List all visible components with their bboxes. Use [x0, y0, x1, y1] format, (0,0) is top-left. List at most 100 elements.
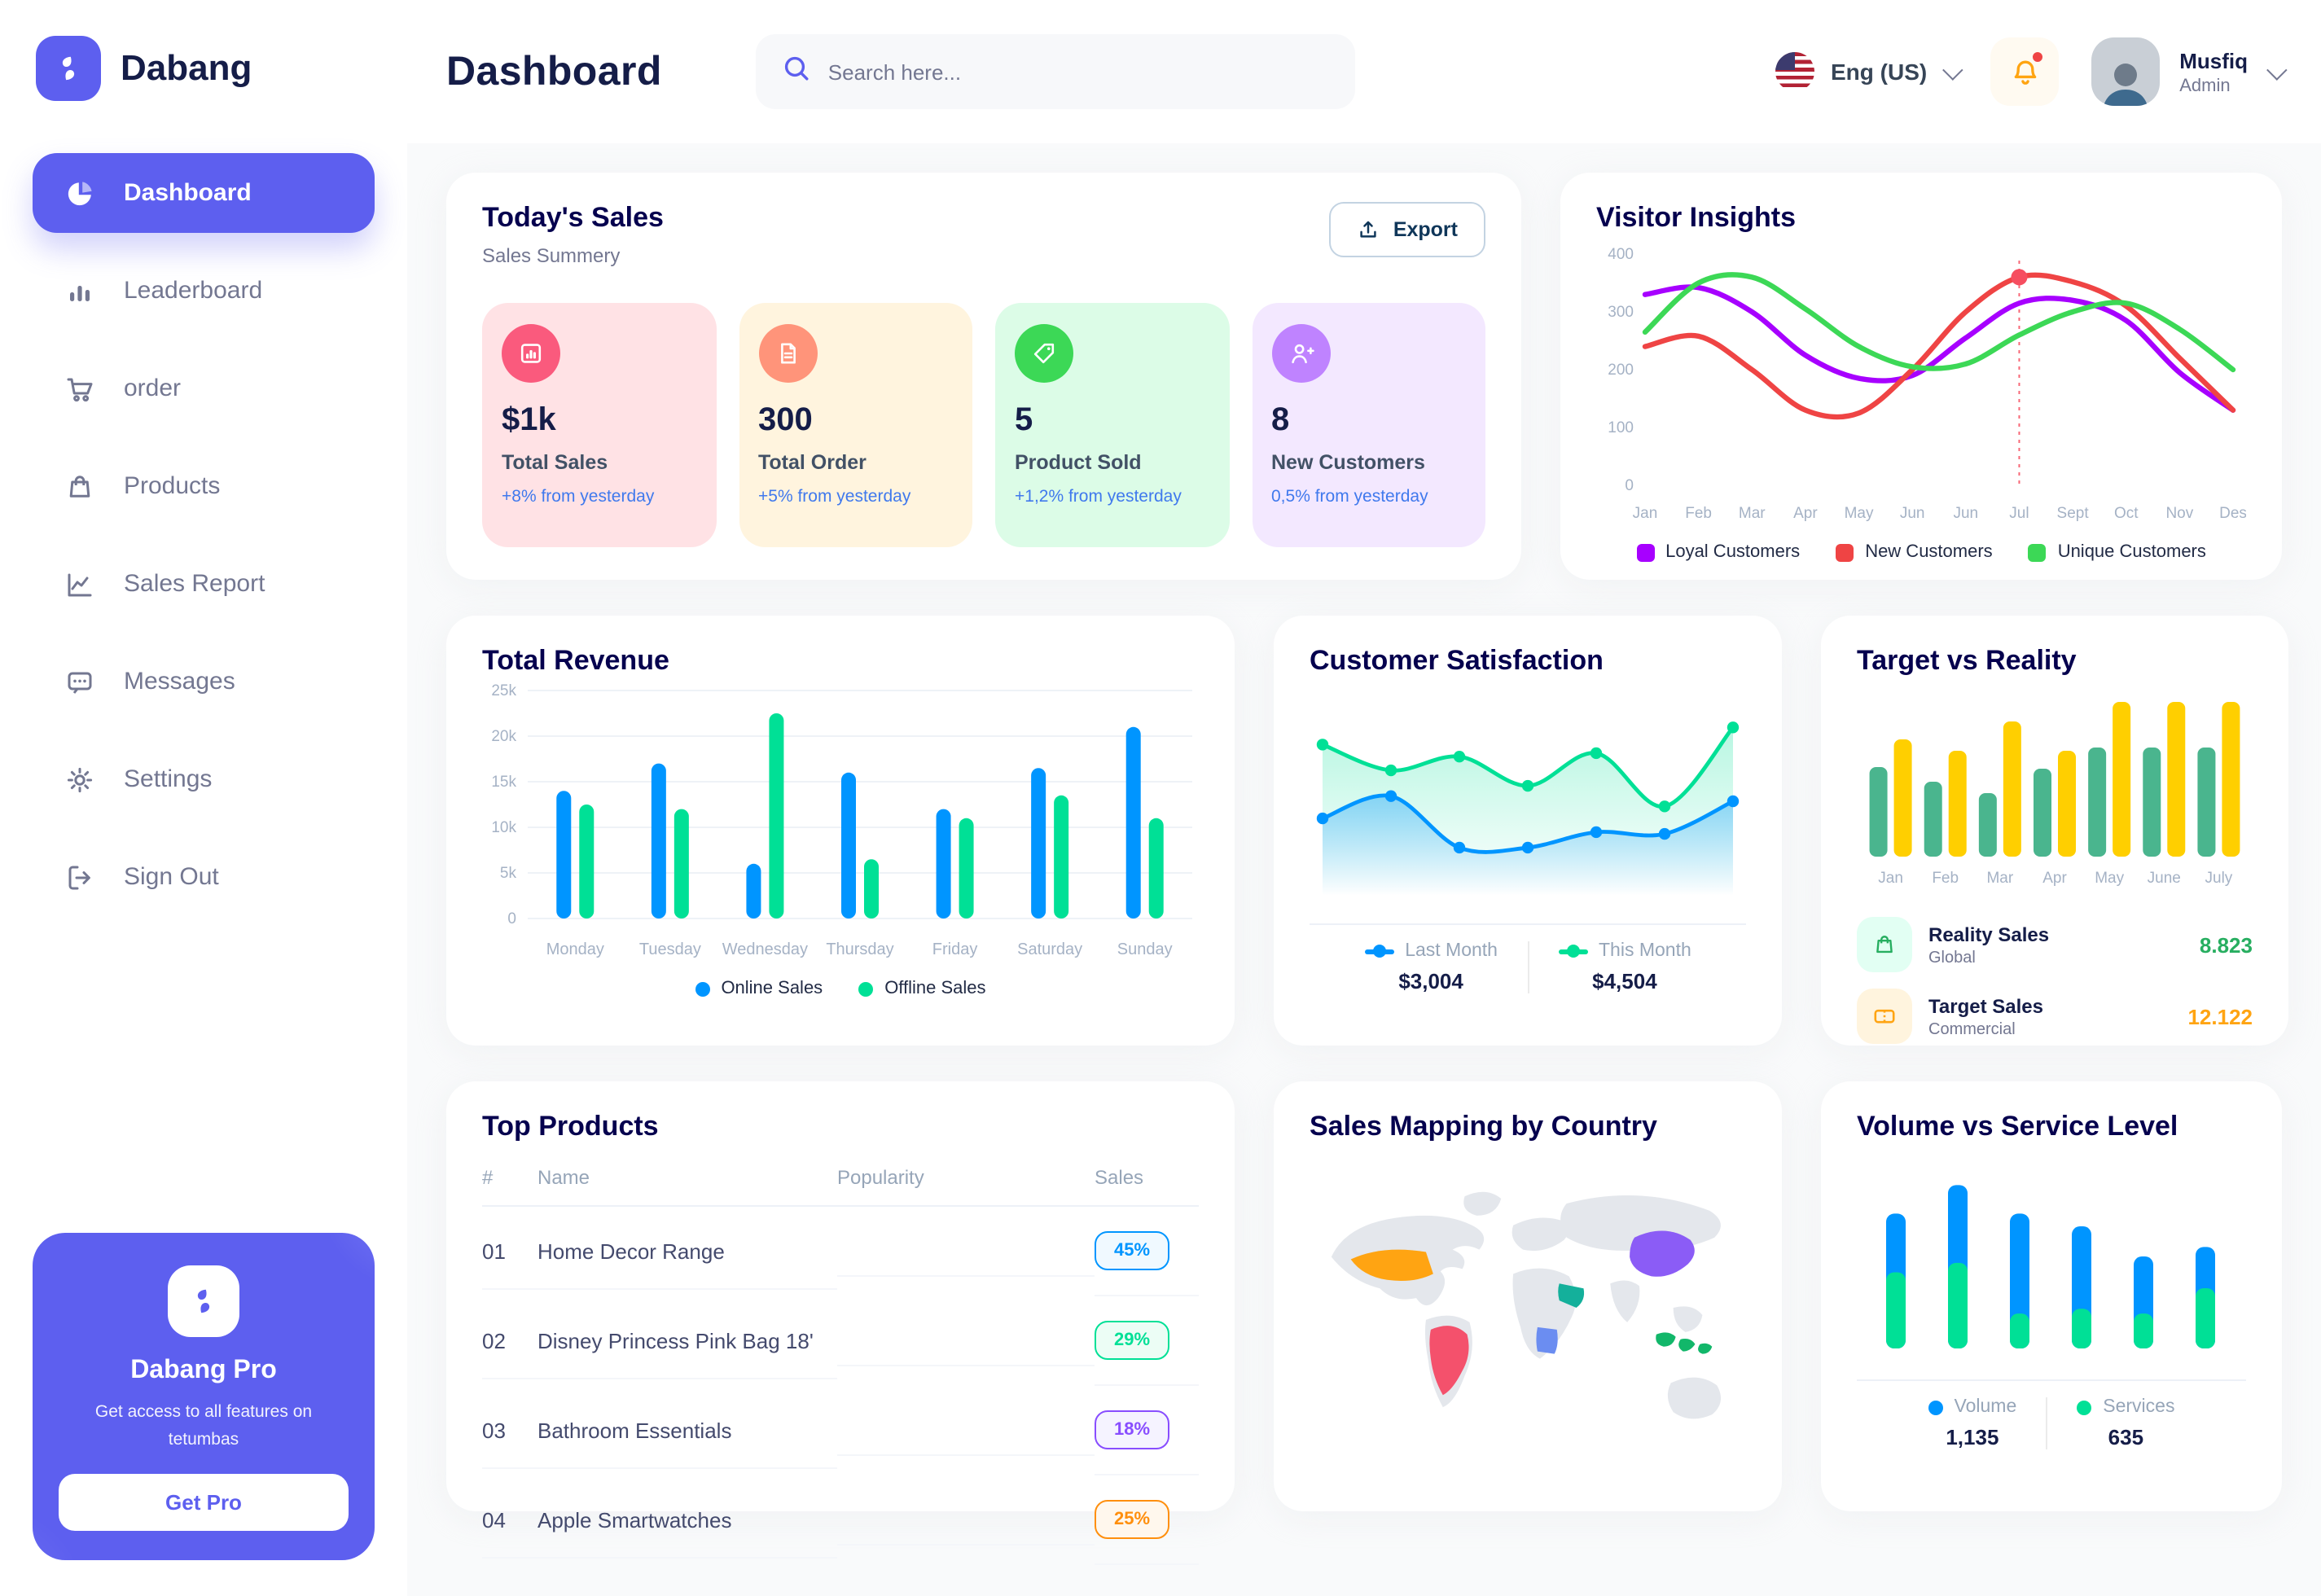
sidebar-item-sales-report[interactable]: Sales Report — [33, 544, 375, 624]
legend-item: Target Sales Commercial 12.122 — [1857, 989, 2253, 1044]
column-header: # — [482, 1143, 537, 1207]
svg-text:20k: 20k — [491, 728, 516, 745]
stat-card: 5 Product Sold +1,2% from yesterday — [995, 303, 1229, 547]
get-pro-button[interactable]: Get Pro — [59, 1474, 349, 1531]
sidebar-item-settings[interactable]: Settings — [33, 739, 375, 819]
stat-label: Total Order — [758, 451, 867, 474]
search-box — [756, 34, 1356, 109]
product-rank: 02 — [482, 1304, 537, 1379]
svg-text:25k: 25k — [491, 682, 516, 699]
sidebar-item-label: Dashboard — [124, 179, 252, 207]
svg-text:Wednesday: Wednesday — [722, 940, 808, 958]
svg-text:Feb: Feb — [1932, 870, 1959, 887]
country-china — [1630, 1230, 1695, 1277]
pro-logo-icon — [168, 1265, 239, 1338]
sales-mapping-title: Sales Mapping by Country — [1310, 1111, 1657, 1142]
visitor-insights-title: Visitor Insights — [1596, 202, 1796, 233]
svg-text:15k: 15k — [491, 774, 516, 791]
svg-text:0: 0 — [507, 910, 516, 927]
sidebar-item-messages[interactable]: Messages — [33, 642, 375, 721]
page-title: Dashboard — [446, 48, 662, 94]
total-revenue-chart: 0 5k 10k 15k 20k 25k Monday Tuesday Wednesday Thu… — [491, 682, 1192, 958]
sidebar-item-sign-out[interactable]: Sign Out — [33, 837, 375, 917]
stat-label: New Customers — [1271, 451, 1425, 474]
visitor-insights-card: Visitor Insights 0 100 200 300 400 Jan Feb Mar A… — [1560, 173, 2282, 580]
notifications-button[interactable] — [1990, 37, 2060, 106]
legend-item: Services 635 — [2046, 1397, 2204, 1449]
stat-card: 300 Total Order +5% from yesterday — [739, 303, 972, 547]
sidebar-item-icon — [62, 273, 98, 309]
stat-delta: +8% from yesterday — [502, 487, 655, 506]
sales-mapping-card: Sales Mapping by Country — [1274, 1081, 1782, 1511]
svg-text:200: 200 — [1608, 362, 1634, 379]
sidebar-item-dashboard[interactable]: Dashboard — [33, 153, 375, 233]
sidebar: Dabang Dashboard Leaderboard order Produ… — [0, 0, 407, 1596]
sidebar-item-label: Sign Out — [124, 863, 219, 891]
customer-satisfaction-legend: Last Month $3,004 This Month $4,504 — [1310, 941, 1746, 993]
legend-item: Volume 1,135 — [1899, 1397, 2047, 1449]
brand-name: Dabang — [121, 47, 252, 88]
column-header: Name — [537, 1143, 837, 1207]
legend-item: New Customers — [1836, 542, 1993, 562]
stat-card: $1k Total Sales +8% from yesterday — [482, 303, 716, 547]
svg-text:400: 400 — [1608, 246, 1634, 263]
user-role: Admin — [2179, 76, 2231, 95]
notification-badge — [2031, 50, 2045, 64]
user-name: Musfiq — [2179, 48, 2248, 72]
pro-title: Dabang Pro — [130, 1357, 277, 1385]
sidebar-item-order[interactable]: order — [33, 349, 375, 428]
svg-text:Jun: Jun — [1900, 505, 1925, 522]
sidebar-item-leaderboard[interactable]: Leaderboard — [33, 251, 375, 331]
export-button[interactable]: Export — [1329, 202, 1485, 257]
main-area: Dashboard Eng (US) — [407, 0, 2321, 1596]
sidebar-item-icon — [62, 175, 98, 211]
search-input[interactable] — [827, 59, 1330, 84]
sidebar-item-icon — [62, 370, 98, 406]
stat-label: Total Sales — [502, 451, 608, 474]
todays-sales-title: Today's Sales — [482, 202, 664, 233]
volume-vs-service-chart — [1886, 1185, 2215, 1348]
sidebar-item-icon — [62, 859, 98, 895]
svg-text:Jan: Jan — [1878, 870, 1903, 887]
product-rank: 03 — [482, 1393, 537, 1468]
svg-text:Tuesday: Tuesday — [639, 940, 701, 958]
svg-text:100: 100 — [1608, 419, 1634, 436]
svg-text:Jul: Jul — [2009, 505, 2029, 522]
total-revenue-title: Total Revenue — [482, 645, 669, 676]
stat-value: $1k — [502, 402, 556, 438]
total-revenue-card: Total Revenue 0 5k 10k 15k 20k 25k Monday Tuesd… — [446, 616, 1235, 1046]
brand: Dabang — [33, 33, 375, 104]
top-products-title: Top Products — [482, 1111, 659, 1142]
sales-badge: 25% — [1095, 1500, 1169, 1539]
svg-text:June: June — [2148, 870, 2181, 887]
sidebar-item-label: Messages — [124, 668, 235, 695]
country-indonesia — [1656, 1332, 1713, 1354]
userplus-icon — [1271, 324, 1330, 383]
sidebar-item-icon — [62, 664, 98, 699]
svg-text:Des: Des — [2219, 505, 2246, 522]
svg-text:Oct: Oct — [2114, 505, 2139, 522]
sidebar-item-label: Leaderboard — [124, 277, 263, 305]
stat-label: Product Sold — [1015, 451, 1142, 474]
svg-text:May: May — [1845, 505, 1874, 522]
svg-text:May: May — [2095, 870, 2124, 887]
sidebar-item-icon — [62, 761, 98, 797]
sales-badge: 18% — [1095, 1410, 1169, 1449]
svg-text:Jun: Jun — [1953, 505, 1978, 522]
svg-text:5k: 5k — [500, 865, 517, 882]
profile-menu[interactable]: Musfiq Admin — [2091, 37, 2288, 106]
chart-icon — [502, 324, 560, 383]
customer-satisfaction-chart — [1316, 721, 1740, 896]
top-products-card: Top Products # Name Popularity Sales 01 … — [446, 1081, 1235, 1565]
chevron-down-icon — [1942, 59, 1963, 80]
language-selector[interactable]: Eng (US) — [1775, 52, 1963, 91]
svg-text:Sunday: Sunday — [1117, 940, 1173, 958]
total-revenue-legend: Online Sales Offline Sales — [482, 979, 1199, 998]
product-rank: 04 — [482, 1483, 537, 1558]
sidebar-item-icon — [62, 468, 98, 504]
sidebar-item-products[interactable]: Products — [33, 446, 375, 526]
stat-value: 5 — [1015, 402, 1033, 438]
svg-text:Jan: Jan — [1633, 505, 1658, 522]
country-brazil — [1429, 1326, 1469, 1396]
